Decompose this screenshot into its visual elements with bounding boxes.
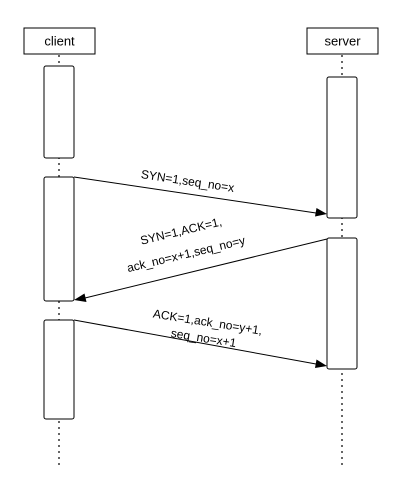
- syn-label: SYN=1,seq_no=x: [140, 167, 235, 195]
- client-participant-label: client: [44, 34, 75, 49]
- syn-ack-arrow-line: [84, 238, 328, 299]
- server-participant: server: [306, 27, 379, 55]
- ack-message: ACK=1,ack_no=y+1, seq_no=x+1: [73, 306, 327, 368]
- syn-ack-message: SYN=1,ACK=1, ack_no=x+1,seq_no=y: [74, 215, 328, 302]
- ack-arrow-line: [73, 319, 317, 365]
- client-activation-1: [43, 65, 75, 159]
- server-participant-label: server: [324, 34, 361, 49]
- client-participant: client: [23, 27, 96, 55]
- syn-message: SYN=1,seq_no=x: [73, 167, 327, 217]
- ack-arrowhead: [315, 359, 327, 368]
- syn-arrow-line: [73, 176, 317, 214]
- client-activation-2: [43, 176, 75, 302]
- client-activation-3: [43, 319, 75, 420]
- server-activation-1: [326, 76, 358, 219]
- server-activation-2: [326, 237, 358, 370]
- client-participant-box: [23, 27, 96, 55]
- syn-ack-arrowhead: [74, 293, 87, 302]
- server-participant-box: [306, 27, 379, 55]
- syn-arrowhead: [315, 208, 327, 217]
